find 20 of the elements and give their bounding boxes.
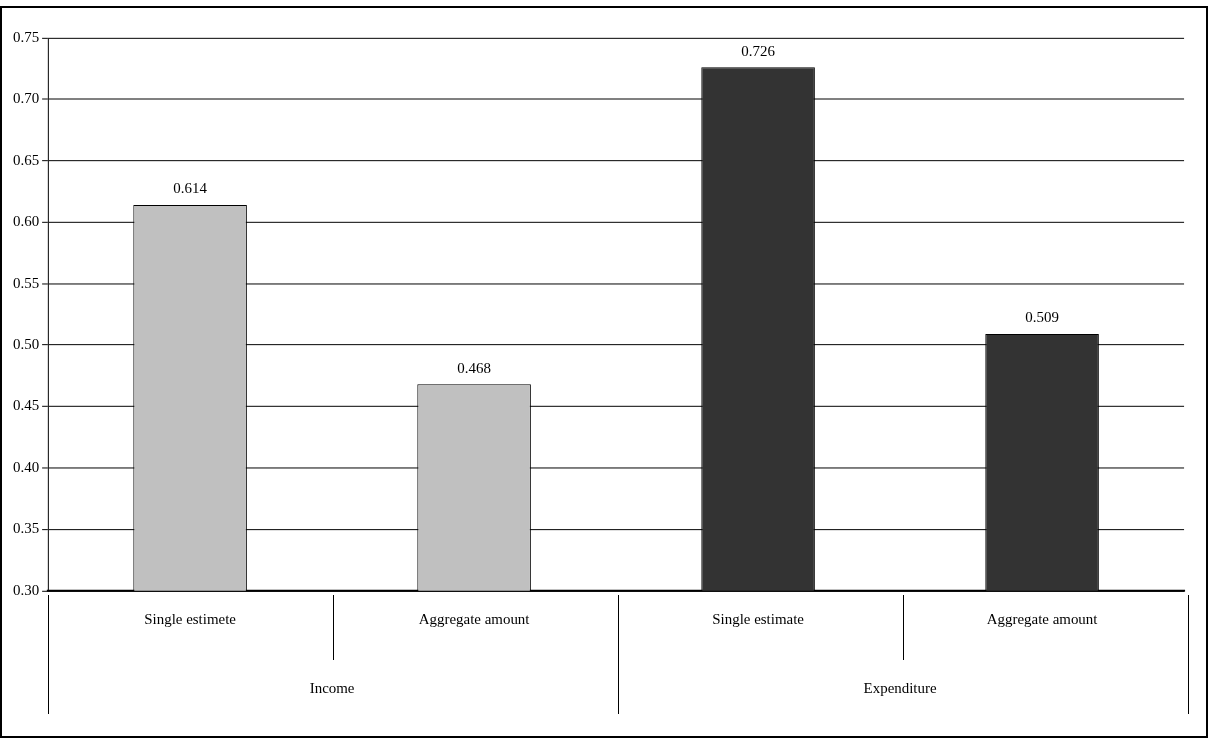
- y-tick-label: 0.60: [12, 213, 40, 230]
- text: Income: [309, 680, 355, 697]
- x-tick-label: Single estimete: [144, 610, 237, 627]
- y-tick-label: 0.70: [12, 90, 40, 107]
- text: Expenditure: [863, 680, 937, 697]
- y-tick-label: 0.55: [12, 274, 40, 291]
- data-label: 0.509: [1025, 309, 1059, 326]
- data-label: 0.614: [173, 180, 208, 197]
- y-tick-label: 0.40: [12, 458, 40, 475]
- y-tick-label: 0.65: [12, 151, 40, 168]
- data-label: 0.468: [457, 359, 491, 376]
- data-label: 0.726: [741, 42, 776, 59]
- y-tick-label: 0.50: [12, 335, 40, 352]
- x-tick-label: Aggregate amount: [418, 610, 531, 627]
- y-tick-label: 0.75: [12, 28, 40, 45]
- y-tick-label: 0.30: [12, 581, 40, 598]
- y-tick-label: 0.35: [12, 520, 40, 537]
- x-tick-label: Single estimate: [712, 610, 805, 627]
- x-tick-label: Aggregate amount: [986, 610, 1099, 627]
- y-tick-label: 0.45: [12, 397, 40, 414]
